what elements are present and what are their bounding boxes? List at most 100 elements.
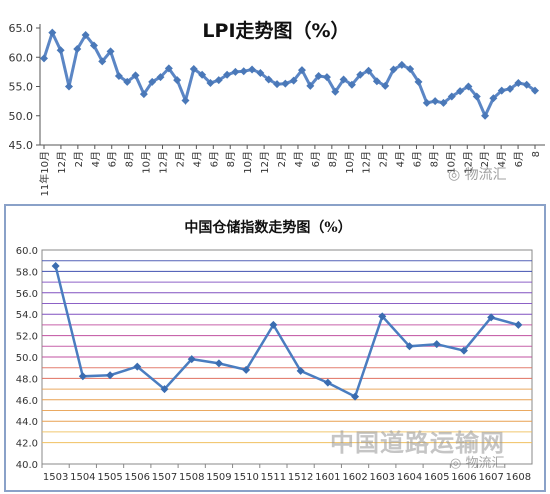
warehouse-chart-title: 中国仓储指数走势图（%） [184, 219, 351, 236]
warehouse-data-point [187, 355, 196, 364]
lpi-data-point [264, 75, 273, 84]
lpi-data-point [40, 54, 48, 63]
lpi-chart: LPI走势图（%） 45.0 50.0 55.0 60.0 65.0 11年10月 12月… [9, 19, 545, 196]
lpi-data-point [48, 28, 57, 37]
warehouse-y-tick-label: 46.0 [16, 396, 38, 407]
lpi-data-point [314, 71, 323, 80]
warehouse-data-point [378, 312, 387, 321]
lpi-data-point [472, 92, 481, 101]
lpi-data-point [356, 70, 365, 79]
warehouse-x-tick-label: 1606 [451, 472, 476, 483]
warehouse-data-point [323, 378, 332, 387]
lpi-series-points [40, 28, 539, 120]
lpi-data-point [406, 64, 415, 73]
lpi-data-point [339, 75, 348, 84]
lpi-x-tick-label: 2月 [73, 151, 85, 167]
lpi-x-tick-label: 10月 [445, 151, 457, 174]
lpi-x-tick-label: 6月 [107, 151, 119, 167]
lpi-data-point [456, 87, 465, 96]
warehouse-x-tick-label: 1512 [288, 472, 313, 483]
top-watermark: ◎ 物流汇 [448, 164, 507, 184]
lpi-data-point [306, 81, 315, 90]
warehouse-x-tick-label: 1507 [152, 472, 177, 483]
warehouse-x-tick-label: 1608 [506, 472, 531, 483]
warehouse-x-tick-label: 1505 [97, 472, 122, 483]
lpi-x-tick-label: 11年10月 [38, 151, 51, 196]
warehouse-x-ticks: 1503 1504 1505 1506 1507 1508 1509 1510 1511 1512… [41, 464, 531, 483]
lpi-x-tick-label: 4月 [293, 151, 305, 167]
lpi-data-point [64, 82, 73, 91]
warehouse-data-point [432, 340, 441, 349]
warehouse-x-tick-label: 1509 [206, 472, 231, 483]
lpi-data-point [439, 98, 448, 107]
lpi-x-tick-label: 6月 [411, 151, 423, 167]
lpi-x-tick-label: 10月 [242, 151, 254, 174]
wechat-icon: ◎ [448, 167, 461, 183]
lpi-x-tick-label: 8月 [124, 151, 136, 167]
lpi-y-ticks: 45.0 50.0 55.0 60.0 65.0 [9, 22, 40, 152]
bottom-watermark-small-text: 物流汇 [465, 456, 505, 471]
warehouse-data-point [133, 362, 142, 371]
warehouse-data-point [269, 320, 278, 329]
lpi-x-tick-label: 12月 [462, 151, 474, 174]
warehouse-series-line [54, 265, 519, 399]
warehouse-y-tick-label: 52.0 [16, 332, 38, 343]
lpi-x-tick-label: 2月 [479, 151, 491, 167]
lpi-data-point [123, 77, 132, 86]
warehouse-data-point [160, 385, 169, 394]
warehouse-y-tick-label: 58.0 [16, 267, 38, 278]
warehouse-y-ticks: 40.0 42.0 44.0 46.0 48.0 50.0 52.0 54.0 56.0 58.0… [16, 246, 38, 471]
lpi-x-tick-label: 4月 [395, 151, 407, 167]
lpi-x-tick-label: 4月 [191, 151, 203, 167]
lpi-data-point [281, 79, 290, 88]
warehouse-x-tick-label: 1601 [315, 472, 340, 483]
lpi-data-point [173, 76, 182, 85]
lpi-data-point [447, 92, 456, 101]
lpi-data-point [297, 66, 306, 75]
lpi-data-point [248, 65, 257, 74]
lpi-data-point [231, 67, 240, 76]
warehouse-data-point [51, 262, 60, 271]
lpi-x-tick-label: 10月 [344, 151, 356, 174]
lpi-data-point [531, 86, 539, 95]
lpi-data-point [164, 64, 173, 73]
lpi-data-point [256, 69, 265, 78]
lpi-y-tick-label: 65.0 [9, 22, 34, 35]
warehouse-y-tick-label: 42.0 [16, 439, 38, 450]
bottom-watermark: 中国道路运输网 [330, 423, 505, 458]
warehouse-x-tick-label: 1506 [125, 472, 150, 483]
lpi-data-point [206, 78, 215, 87]
warehouse-y-tick-label: 54.0 [16, 310, 38, 321]
lpi-data-point [131, 71, 140, 80]
lpi-data-point [422, 98, 431, 107]
warehouse-y-tick-label: 48.0 [16, 374, 38, 385]
lpi-data-point [139, 90, 148, 99]
lpi-x-tick-label: 2月 [378, 151, 390, 167]
lpi-data-point [481, 111, 490, 120]
lpi-x-tick-label: 6月 [208, 151, 220, 167]
lpi-data-point [81, 31, 90, 40]
lpi-y-tick-label: 60.0 [9, 51, 34, 64]
lpi-data-point [364, 66, 373, 75]
lpi-y-tick-label: 55.0 [9, 81, 34, 94]
lpi-y-tick-label: 50.0 [9, 110, 34, 123]
wechat-icon: ◎ [450, 456, 462, 471]
warehouse-x-tick-label: 1604 [397, 472, 422, 483]
lpi-data-point [214, 76, 223, 85]
lpi-y-tick-label: 45.0 [9, 139, 34, 152]
lpi-data-point [506, 84, 515, 93]
lpi-data-point [114, 71, 123, 80]
warehouse-chart-frame: 中国仓储指数走势图（%） 40.0 42.0 44.0 46.0 48.0 50.0 52.… [4, 204, 546, 492]
lpi-data-point [223, 70, 232, 79]
lpi-x-tick-label: 12月 [56, 151, 68, 174]
top-watermark-text: 物流汇 [464, 167, 507, 183]
lpi-chart-title: LPI走势图（%） [202, 19, 349, 42]
warehouse-x-tick-label: 1607 [478, 472, 503, 483]
warehouse-x-tick-label: 1510 [233, 472, 258, 483]
warehouse-series-points [51, 262, 523, 401]
warehouse-y-tick-label: 50.0 [16, 353, 38, 364]
lpi-x-tick-label: 2月 [174, 151, 186, 167]
lpi-data-point [389, 65, 398, 74]
bottom-watermark-text: 中国道路运输网 [330, 429, 505, 457]
lpi-x-tick-label: 6月 [513, 151, 525, 167]
